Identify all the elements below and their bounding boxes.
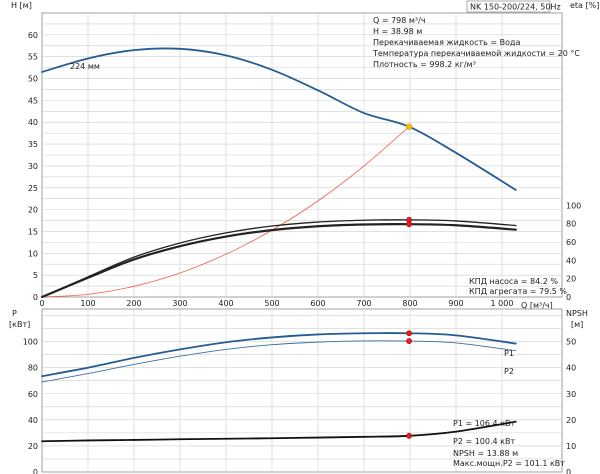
eta-tick-label: 20 [566, 275, 576, 284]
x-tick-label: 100 [80, 299, 95, 308]
power-axis-title-symbol: P [12, 309, 17, 318]
title-box [466, 0, 551, 13]
bottom-series [41, 332, 517, 443]
power-tick-label: 80 [28, 364, 38, 373]
system-curve-curve [41, 126, 410, 298]
info-line-temperature: Температура перекачиваемой жидкости = 20… [372, 49, 580, 58]
info-line-liquid: Перекачиваемая жидкость = Вода [373, 38, 521, 47]
npsh-tick-label: 10 [566, 442, 576, 451]
eta-tick-label: 60 [566, 238, 576, 247]
x-tick-label: 800 [402, 299, 417, 308]
info-line-head: H = 38.98 м [373, 27, 422, 36]
head-tick-label: 10 [28, 249, 38, 258]
info-line-density: Плотность = 998.2 кг/м³ [373, 60, 476, 69]
bottom-tick-labels: 0 20 40 60 80 100 0 10 20 30 40 50 [23, 338, 576, 474]
info-line-p2: P2 = 100.4 кВт [453, 437, 515, 446]
power-tick-label: 60 [28, 390, 38, 399]
x-tick-label: 1 000 [491, 299, 514, 308]
top-grid [42, 13, 562, 297]
head-tick-label: 25 [28, 184, 38, 193]
power-tick-label: 40 [28, 416, 38, 425]
x-tick-label: 200 [126, 299, 141, 308]
npsh-tick-label: 30 [566, 390, 576, 399]
duty-point-marker [406, 338, 412, 344]
top-tick-labels: 0 100 200 300 400 500 600 700 800 900 1 0000510152… [28, 31, 581, 308]
head-axis-title: H [м] [11, 1, 32, 10]
power-tick-label: 100 [23, 338, 38, 347]
P1-curve [41, 332, 517, 378]
eta-axis-title: eta [%] [570, 1, 599, 10]
power-tick-label: 0 [33, 468, 38, 474]
head-tick-label: 40 [28, 118, 38, 127]
head-tick-label: 5 [33, 271, 38, 280]
npsh-axis-title-unit: [м] [571, 320, 583, 329]
x-tick-label: 300 [172, 299, 187, 308]
head-tick-label: 20 [28, 206, 38, 215]
bottom-grid [42, 309, 562, 472]
duty-point-marker [405, 123, 413, 130]
impeller-diameter-label: 224 мм [70, 62, 100, 71]
npsh-tick-label: 40 [566, 364, 576, 373]
NPSH-curve [41, 420, 517, 443]
P2-curve [41, 340, 517, 383]
bottom-plot-frame [41, 308, 563, 473]
top-chart: 0 100 200 300 400 500 600 700 800 900 1 0000510152… [11, 0, 599, 310]
duty-point-marker [406, 221, 412, 228]
eta-tick-label: 100 [566, 201, 581, 210]
eta-tick-label: 0 [566, 293, 571, 302]
x-tick-label: 900 [448, 299, 463, 308]
npsh-tick-label: 50 [566, 338, 576, 347]
info-line-max-power: Макс.мощн.P2 = 101.1 кВт [453, 459, 565, 468]
top-series [40, 47, 517, 299]
duty-point-marker [406, 330, 412, 337]
pump-efficiency-text: КПД насоса = 84.2 % [469, 277, 558, 286]
head-tick-label: 35 [28, 140, 38, 149]
x-tick-label: 0 [39, 299, 44, 308]
p2-curve-label: P2 [504, 367, 514, 376]
head-tick-label: 0 [33, 293, 38, 302]
x-tick-label: 500 [264, 299, 279, 308]
chart-title: NK 150-200/224, 50Hz [470, 3, 561, 12]
eta-unit-curve [40, 223, 517, 299]
head-tick-label: 30 [28, 162, 38, 171]
info-line-flow: Q = 798 м³/ч [373, 16, 426, 25]
head-tick-label: 55 [28, 53, 38, 62]
head-tick-label: 15 [28, 227, 38, 236]
npsh-axis-title-symbol: NPSH [566, 309, 588, 318]
top-markers [405, 123, 413, 228]
x-tick-label: 400 [218, 299, 233, 308]
eta-pump-curve [41, 219, 517, 298]
flow-axis-title: Q [м³/ч] [521, 301, 553, 310]
p1-curve-label: P1 [504, 349, 514, 358]
x-tick-label: 600 [310, 299, 325, 308]
head-tick-label: 50 [28, 75, 38, 84]
x-tick-label: 700 [356, 299, 371, 308]
bottom-chart: 0 20 40 60 80 100 0 10 20 30 40 50 P [кВт] NPSH [м]… [9, 308, 588, 474]
unit-efficiency-text: КПД агрегата = 79.5 % [469, 287, 567, 296]
eta-tick-label: 40 [566, 256, 576, 265]
npsh-tick-label: 20 [566, 416, 576, 425]
bottom-markers [406, 330, 412, 439]
power-tick-label: 20 [28, 442, 38, 451]
info-line-npsh: NPSH = 13.88 м [453, 449, 518, 458]
npsh-tick-label: 0 [566, 468, 571, 474]
head-tick-label: 60 [28, 31, 38, 40]
info-line-p1: P1 = 106.4 кВт [453, 419, 515, 428]
head-tick-label: 45 [28, 96, 38, 105]
power-axis-title-unit: [кВт] [9, 320, 30, 329]
eta-tick-label: 80 [566, 220, 576, 229]
head-curve [41, 47, 517, 191]
duty-point-marker [406, 432, 412, 439]
